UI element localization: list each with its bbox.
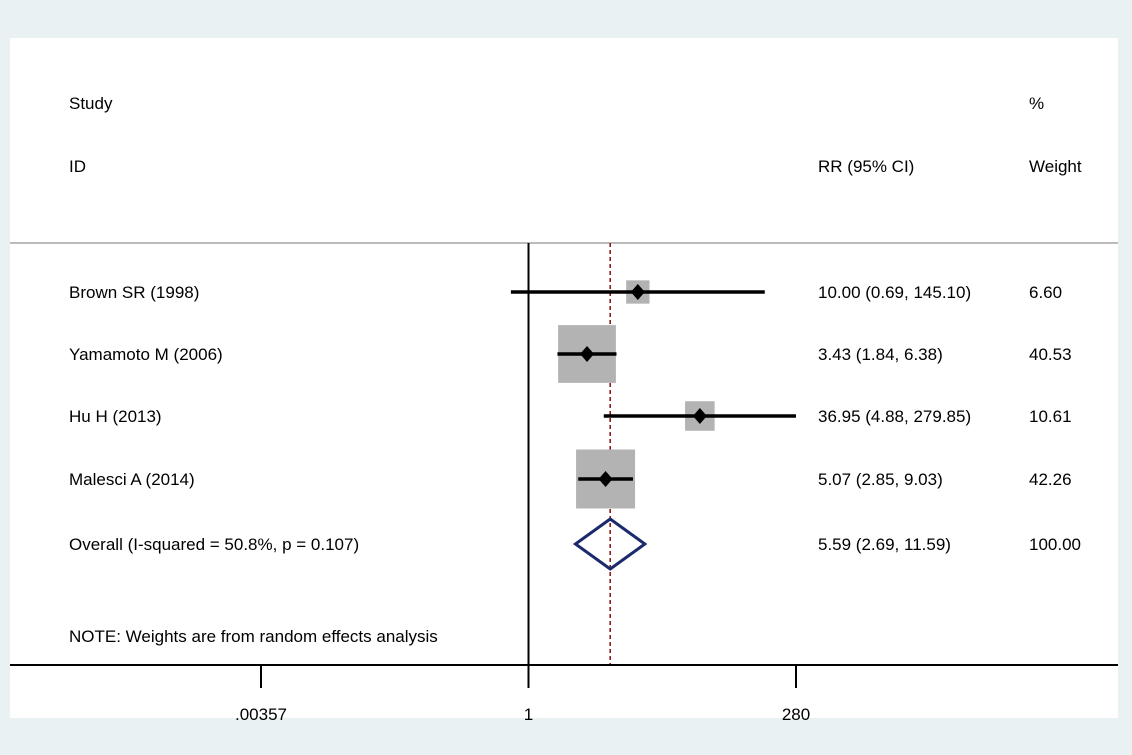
x-tick-label: 1 bbox=[524, 705, 533, 724]
study-weight: 10.61 bbox=[1029, 407, 1072, 426]
study-ci-text: 5.07 (2.85, 9.03) bbox=[818, 470, 943, 489]
effect-header: RR (95% CI) bbox=[818, 157, 915, 176]
x-tick-label: .00357 bbox=[235, 705, 287, 724]
overall-weight: 100.00 bbox=[1029, 535, 1081, 554]
overall-diamond bbox=[572, 517, 648, 571]
study-point-estimate bbox=[580, 346, 595, 362]
id-header: ID bbox=[69, 157, 86, 176]
study-label: Yamamoto M (2006) bbox=[69, 345, 223, 364]
weights-note: NOTE: Weights are from random effects an… bbox=[69, 627, 438, 646]
overall-ci-text: 5.59 (2.69, 11.59) bbox=[818, 535, 951, 554]
study-point-estimate bbox=[630, 284, 645, 300]
study-weight: 6.60 bbox=[1029, 283, 1063, 302]
weight-header-percent: % bbox=[1029, 94, 1045, 113]
study-ci-text: 36.95 (4.88, 279.85) bbox=[818, 407, 972, 426]
study-point-estimate bbox=[598, 471, 613, 487]
study-header: Study bbox=[69, 94, 113, 113]
study-ci-text: 10.00 (0.69, 145.10) bbox=[818, 283, 972, 302]
study-weight: 42.26 bbox=[1029, 470, 1072, 489]
study-label: Brown SR (1998) bbox=[69, 283, 200, 302]
weight-header: Weight bbox=[1029, 157, 1082, 176]
study-point-estimate bbox=[692, 408, 707, 424]
x-tick-label: 280 bbox=[782, 705, 810, 724]
overall-label: Overall (I-squared = 50.8%, p = 0.107) bbox=[69, 535, 360, 554]
study-ci-text: 3.43 (1.84, 6.38) bbox=[818, 345, 943, 364]
study-label: Malesci A (2014) bbox=[69, 470, 195, 489]
study-weight: 40.53 bbox=[1029, 345, 1072, 364]
study-label: Hu H (2013) bbox=[69, 407, 162, 426]
